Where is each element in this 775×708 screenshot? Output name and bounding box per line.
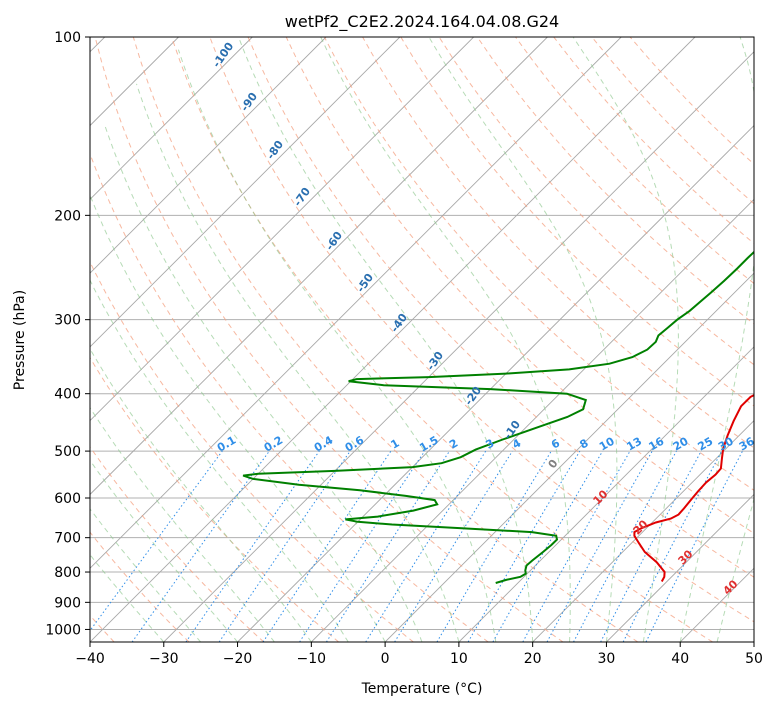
x-axis-ticks: −40 −30 −20 −10 0 10 20 30 40 50 xyxy=(75,642,763,667)
x-axis-label: Temperature (°C) xyxy=(361,681,483,697)
dewpoint-profile-line xyxy=(242,250,754,584)
y-axis-ticks: 100 200 300 400 500 600 700 800 900 1000 xyxy=(45,30,90,638)
isotherm-line xyxy=(90,37,401,348)
y-axis-label: Pressure (hPa) xyxy=(12,290,28,390)
moist-adiabat-line xyxy=(90,193,386,642)
y-tick-label: 700 xyxy=(54,531,81,547)
moist-adiabat-line xyxy=(136,83,460,642)
background-lines xyxy=(90,37,754,642)
isotherm-line xyxy=(458,346,754,642)
moist-adiabat-line xyxy=(90,279,349,642)
mixing-ratio-line xyxy=(262,450,392,642)
mixing-ratio-line xyxy=(131,450,270,642)
dry-adiabat-line xyxy=(362,37,754,449)
y-tick-label: 200 xyxy=(54,208,81,224)
isotherm-line xyxy=(90,37,327,274)
y-tick-label: 300 xyxy=(54,313,81,329)
chart-title: wetPf2_C2E2.2024.164.04.08.G24 xyxy=(285,12,559,32)
x-tick-label: 50 xyxy=(745,651,763,667)
mixing-ratio-line xyxy=(546,450,653,642)
dry-adiabat-line xyxy=(90,356,339,642)
mixing-ratio-line xyxy=(218,450,351,642)
isotherm-line xyxy=(532,420,754,642)
x-tick-label: 30 xyxy=(598,651,616,667)
moist-adiabat-line xyxy=(572,37,679,642)
plot-frame xyxy=(89,36,755,643)
moist-adiabat-line xyxy=(177,49,497,642)
dry-adiabat-line xyxy=(90,260,414,642)
isotherm-line xyxy=(606,493,754,642)
dry-adiabat-line xyxy=(247,37,754,578)
isotherm-line xyxy=(90,37,474,422)
dry-adiabat-line xyxy=(171,37,713,642)
x-tick-label: 10 xyxy=(450,651,468,667)
mixing-ratio-line xyxy=(325,450,450,642)
moist-adiabat-line xyxy=(238,37,534,642)
isotherm-line xyxy=(90,37,622,569)
x-tick-label: −20 xyxy=(223,651,253,667)
y-tick-label: 600 xyxy=(54,491,81,507)
y-tick-label: 900 xyxy=(54,595,81,611)
y-tick-label: 100 xyxy=(54,30,81,46)
mixing-ratio-line xyxy=(394,450,513,642)
profile-lines xyxy=(242,250,754,584)
isotherm-line xyxy=(384,272,754,642)
moist-adiabat-line xyxy=(90,508,202,642)
dry-adiabat-line xyxy=(400,37,754,407)
dry-adiabat-line xyxy=(209,37,754,623)
moist-adiabat-line xyxy=(90,347,312,642)
y-tick-label: 500 xyxy=(54,444,81,460)
mixing-ratio-line xyxy=(645,450,743,642)
y-tick-label: 1000 xyxy=(45,622,81,638)
x-tick-label: 0 xyxy=(381,651,390,667)
dry-adiabat-line xyxy=(476,37,754,325)
x-tick-label: −30 xyxy=(149,651,179,667)
mixing-ratio-line xyxy=(185,450,320,642)
dry-adiabat-line xyxy=(90,531,190,642)
moist-adiabat-line xyxy=(320,37,571,642)
y-tick-label: 800 xyxy=(54,565,81,581)
mixing-ratio-line xyxy=(522,450,631,642)
moist-adiabat-line xyxy=(90,554,165,642)
dry-adiabat-line xyxy=(132,37,639,642)
dry-adiabat-line xyxy=(90,152,489,642)
isotherm-line xyxy=(163,51,754,642)
moist-adiabat-line xyxy=(428,37,618,642)
isotherm-line xyxy=(90,37,548,496)
x-tick-label: −40 xyxy=(75,651,105,667)
x-tick-label: −10 xyxy=(297,651,327,667)
isotherm-line xyxy=(237,124,754,642)
dry-adiabat-line xyxy=(94,37,564,642)
temperature-profile-line xyxy=(633,393,754,582)
y-tick-label: 400 xyxy=(54,387,81,403)
x-tick-label: 40 xyxy=(671,651,689,667)
dry-adiabat-line xyxy=(515,37,754,285)
x-tick-label: 20 xyxy=(524,651,542,667)
mixing-ratio-line xyxy=(90,450,223,632)
isotherm-line xyxy=(90,37,253,200)
mixing-ratio-line xyxy=(573,450,677,642)
moist-adiabat-line xyxy=(90,459,238,642)
